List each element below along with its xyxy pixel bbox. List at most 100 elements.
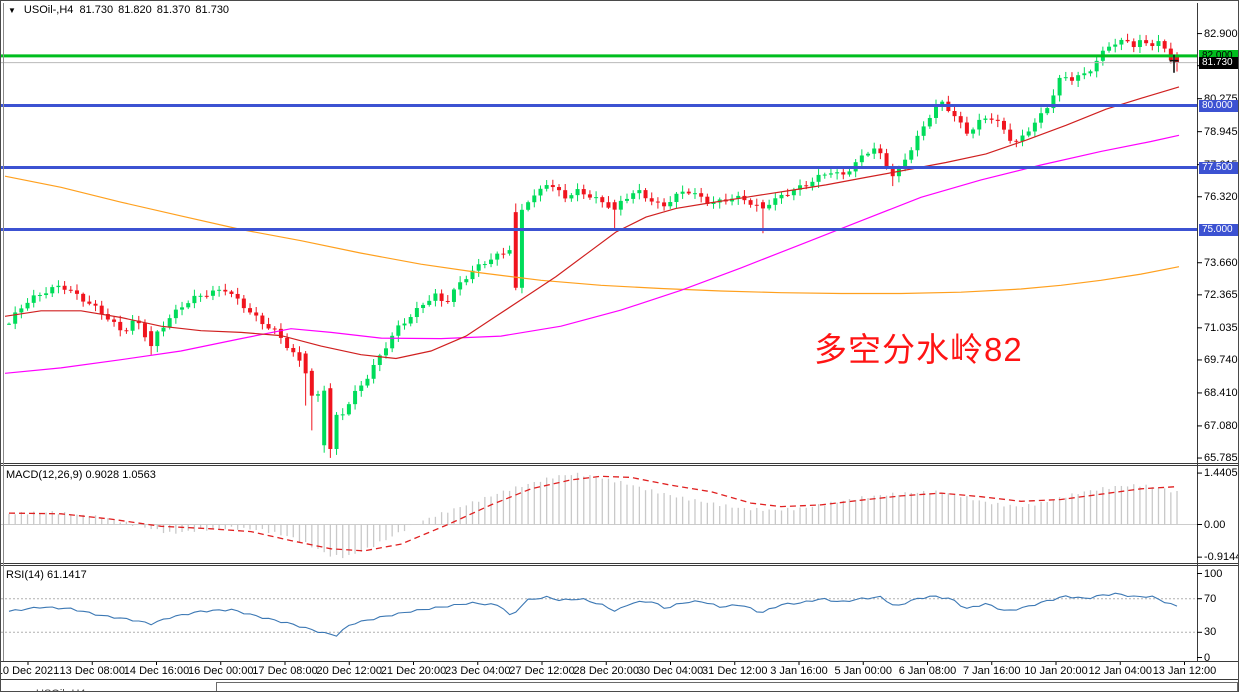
candle-body: [890, 167, 895, 177]
candle-body: [668, 202, 673, 207]
tab-usoil-h4[interactable]: USOil-,H4: [36, 688, 86, 691]
candle-body: [637, 190, 642, 194]
candle-body: [686, 191, 691, 194]
candle-body: [297, 352, 302, 361]
time-tick-label: 10 Jan 20:00: [1024, 665, 1088, 677]
macd-main-value: 0.9028: [85, 469, 120, 481]
candle-body: [1107, 46, 1112, 51]
candle-body: [884, 153, 889, 168]
candle-body: [563, 190, 568, 199]
time-tick-label: 28 Dec 20:00: [573, 665, 639, 677]
macd-title: MACD(12,26,9) 0.9028 1.0563: [6, 469, 156, 481]
candle-body: [1051, 95, 1056, 109]
candle-body: [989, 118, 994, 120]
price-tick-label: 69.740: [1204, 353, 1238, 366]
price-tick-label: 78.945: [1204, 125, 1238, 138]
candle-body: [760, 202, 765, 209]
ma-mid-darkred: [4, 86, 1180, 360]
macd-tick-label: 1.4405: [1204, 467, 1238, 480]
candle-body: [1045, 108, 1050, 114]
candle-body: [581, 189, 586, 195]
candle-body: [1063, 77, 1068, 79]
candle-body: [587, 194, 592, 198]
candle-body: [1020, 135, 1025, 142]
candle-body: [482, 264, 487, 266]
candle-body: [371, 364, 376, 379]
candle-body: [804, 185, 809, 187]
candle-body: [309, 370, 314, 396]
candle-body: [173, 309, 178, 319]
candle-body: [501, 253, 506, 255]
candle-body: [557, 187, 562, 191]
candle-body: [291, 347, 296, 353]
candle-body: [340, 414, 345, 416]
candle-body: [285, 337, 290, 348]
low-value: 81.370: [156, 4, 191, 16]
candle-body: [272, 328, 277, 330]
candle-body: [1001, 120, 1006, 130]
candle-body: [198, 295, 203, 297]
price-tick-label: 71.035: [1204, 321, 1238, 334]
candle-body: [810, 181, 815, 187]
candle-body: [167, 318, 172, 328]
symbol-dropdown-icon[interactable]: ▼: [8, 5, 16, 15]
macd-signal-line: [8, 475, 1177, 552]
candle-body: [7, 323, 11, 325]
candle-body: [322, 390, 327, 446]
candle-body: [142, 323, 147, 338]
price-level-badge: 80.000: [1199, 99, 1238, 112]
candle-body: [513, 212, 518, 288]
time-tick-label: 12 Jan 04:00: [1088, 665, 1153, 677]
candle-body: [87, 301, 92, 304]
candle-body: [1156, 41, 1161, 47]
candle-body: [186, 303, 191, 308]
candle-body: [643, 190, 648, 199]
candle-body: [451, 289, 456, 302]
candle-body: [711, 202, 716, 204]
candle-body: [631, 193, 636, 199]
candle-body: [921, 126, 926, 136]
candle-body: [816, 174, 821, 182]
candle-body: [254, 312, 259, 316]
candle-body: [952, 111, 957, 117]
open-value: 81.730: [79, 4, 114, 16]
candle-body: [736, 195, 741, 199]
time-tick-label: 13 Dec 08:00: [59, 665, 125, 677]
candle-body: [649, 198, 654, 202]
candle-body: [847, 171, 852, 175]
candle-body: [915, 135, 920, 151]
candle-body: [365, 378, 370, 386]
candle-body: [223, 289, 228, 292]
price-tick-label: 82.900: [1204, 27, 1238, 40]
price-level-badge: 77.500: [1199, 161, 1238, 174]
candle-body: [655, 201, 660, 203]
candle-body: [439, 293, 444, 301]
candle-body: [705, 196, 710, 204]
candle-body: [872, 148, 877, 154]
high-value: 81.820: [118, 4, 152, 16]
candle-body: [1026, 131, 1031, 136]
candle-body: [1119, 39, 1124, 45]
chart-tab-bar: USOil-,H4 XAUUSD-,DailyXAUUSD-,H4GBPUSD-…: [1, 679, 1238, 691]
candle-body: [50, 287, 55, 294]
candle-body: [31, 295, 36, 303]
rsi-title: RSI(14) 61.1417: [6, 569, 87, 581]
candle-body: [878, 148, 883, 154]
rsi-tick-label: 100: [1204, 567, 1223, 580]
candle-body: [1168, 48, 1173, 61]
candle-body: [383, 348, 388, 356]
macd-tick-label: -0.9144: [1204, 551, 1239, 564]
candle-body: [266, 324, 271, 329]
candle-body: [495, 253, 500, 260]
candle-body: [68, 289, 73, 291]
candle-body: [346, 404, 351, 415]
candle-body: [25, 302, 30, 309]
candle-body: [1032, 122, 1037, 132]
candle-body: [93, 303, 98, 306]
candle-body: [124, 330, 129, 332]
candle-body: [1150, 43, 1155, 47]
candle-body: [105, 314, 110, 320]
candle-body: [1008, 129, 1013, 141]
candle-body: [692, 193, 697, 195]
